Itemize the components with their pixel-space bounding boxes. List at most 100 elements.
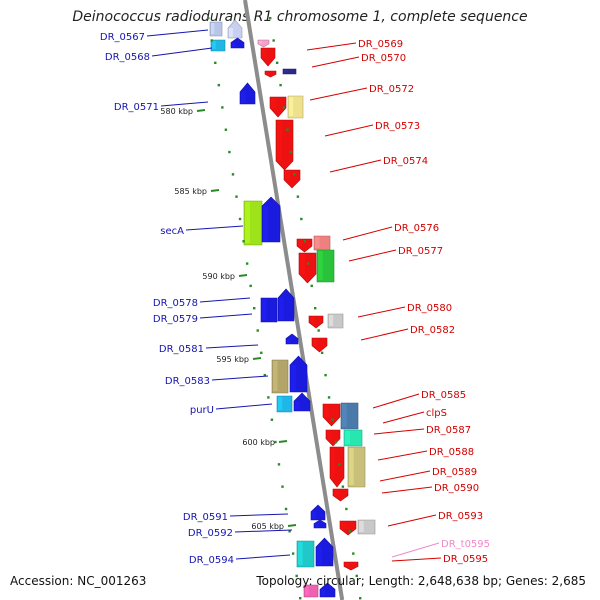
- gene-label[interactable]: DR_0594: [189, 555, 234, 566]
- gene-highlight: [359, 521, 364, 532]
- gene-label[interactable]: DR_0585: [421, 390, 466, 401]
- tick-dot: [277, 463, 281, 466]
- tick-dot: [272, 39, 275, 42]
- tick-dot: [317, 329, 320, 332]
- tick-dot: [289, 150, 293, 154]
- topology-text: Topology: circular; Length: 2,648,638 bp…: [256, 574, 586, 588]
- gene-label[interactable]: DR_0591: [183, 512, 228, 523]
- gene-highlight: [285, 171, 290, 180]
- label-connector: [382, 411, 425, 424]
- gene-label[interactable]: secA: [160, 226, 184, 237]
- gene-label[interactable]: DR_0588: [429, 447, 474, 458]
- gene-label[interactable]: DR_0583: [165, 376, 210, 387]
- scale-tick: [238, 274, 248, 277]
- tick-dot: [256, 329, 259, 332]
- tick-label: 580 kbp: [160, 107, 193, 116]
- gene-label[interactable]: DR_0568: [105, 52, 150, 63]
- tick-dot: [263, 373, 267, 377]
- tick-dot: [228, 150, 231, 154]
- label-connector: [151, 47, 213, 57]
- gene-highlight: [298, 240, 303, 247]
- tick-dot: [288, 530, 291, 533]
- gene-label[interactable]: DR_0570: [361, 53, 406, 64]
- gene-highlight: [263, 206, 269, 241]
- gene-highlight: [300, 254, 305, 274]
- gene-label[interactable]: DR_0577: [398, 246, 443, 257]
- gene-label[interactable]: DR_t0595: [441, 539, 490, 550]
- label-connector: [205, 344, 259, 349]
- label-connector: [185, 225, 244, 231]
- label-connector: [160, 101, 209, 107]
- scale-tick: [210, 189, 220, 192]
- scale-tick: [196, 109, 206, 112]
- label-connector: [348, 249, 397, 262]
- gene-highlight: [229, 28, 233, 37]
- gene-highlight: [317, 547, 322, 565]
- gene-label[interactable]: DR_0567: [100, 32, 145, 43]
- tick-dot: [338, 463, 341, 466]
- gene-highlight: [277, 121, 282, 161]
- tick-dot: [207, 17, 210, 20]
- gene-highlight: [278, 397, 283, 410]
- label-connector: [379, 470, 431, 482]
- gene-label[interactable]: DR_0572: [369, 84, 414, 95]
- tick-dot: [253, 307, 256, 310]
- label-connector: [391, 542, 440, 558]
- gene-label[interactable]: DR_0580: [407, 303, 452, 314]
- gene-highlight: [345, 431, 351, 444]
- accession-text: Accession: NC_001263: [10, 574, 147, 588]
- label-connector: [377, 450, 428, 461]
- gene-highlight: [241, 92, 246, 103]
- gene-highlight: [289, 97, 294, 116]
- gene-label[interactable]: DR_0587: [426, 425, 471, 436]
- gene-highlight: [345, 563, 349, 567]
- scale-tick: [278, 440, 288, 443]
- gene-label[interactable]: DR_0578: [153, 298, 198, 309]
- tick-dot: [281, 485, 284, 488]
- gene-label[interactable]: DR_0573: [375, 121, 420, 132]
- label-connector: [391, 557, 442, 562]
- label-connector: [306, 42, 357, 51]
- tick-dot: [224, 128, 228, 131]
- gene-label[interactable]: DR_0569: [358, 39, 403, 50]
- gene-label[interactable]: DR_0576: [394, 223, 439, 234]
- label-connector: [229, 513, 289, 517]
- tick-label: 595 kbp: [216, 355, 249, 364]
- tick-dot: [314, 307, 317, 310]
- tick-dot: [282, 106, 286, 109]
- gene-label[interactable]: DR_0589: [432, 467, 477, 478]
- tick-dot: [286, 128, 289, 131]
- label-connector: [215, 403, 273, 410]
- gene-label[interactable]: DR_0593: [438, 511, 483, 522]
- gene-label[interactable]: DR_0582: [410, 325, 455, 336]
- label-connector: [199, 297, 251, 303]
- gene-label[interactable]: DR_0590: [434, 483, 479, 494]
- label-connector: [381, 486, 433, 494]
- label-connector: [372, 393, 420, 409]
- tick-dot: [352, 552, 355, 555]
- gene-highlight: [211, 23, 215, 34]
- gene-label[interactable]: DR_0571: [114, 102, 159, 113]
- gene-label[interactable]: DR_0579: [153, 314, 198, 325]
- tick-dot: [341, 485, 345, 488]
- gene-label[interactable]: DR_0592: [188, 528, 233, 539]
- tick-dot: [210, 39, 213, 42]
- gene-label[interactable]: DR_0595: [443, 554, 488, 565]
- label-connectors: [146, 29, 442, 562]
- tick-dot: [269, 17, 272, 20]
- label-connector: [311, 56, 360, 68]
- gene-label[interactable]: purU: [190, 405, 214, 416]
- gene-highlight: [329, 315, 334, 326]
- tick-label: 590 kbp: [202, 272, 235, 281]
- tick-dot: [291, 552, 295, 555]
- tick-dot: [274, 440, 277, 444]
- tick-dot: [296, 195, 300, 198]
- gene-highlight: [295, 401, 300, 410]
- gene-highlight: [271, 98, 276, 108]
- gene-label[interactable]: DR_0574: [383, 156, 428, 167]
- tick-dot: [327, 396, 331, 399]
- gene-label[interactable]: DR_0581: [159, 344, 204, 355]
- gene-label[interactable]: clpS: [426, 408, 447, 419]
- gene-highlight: [313, 339, 318, 346]
